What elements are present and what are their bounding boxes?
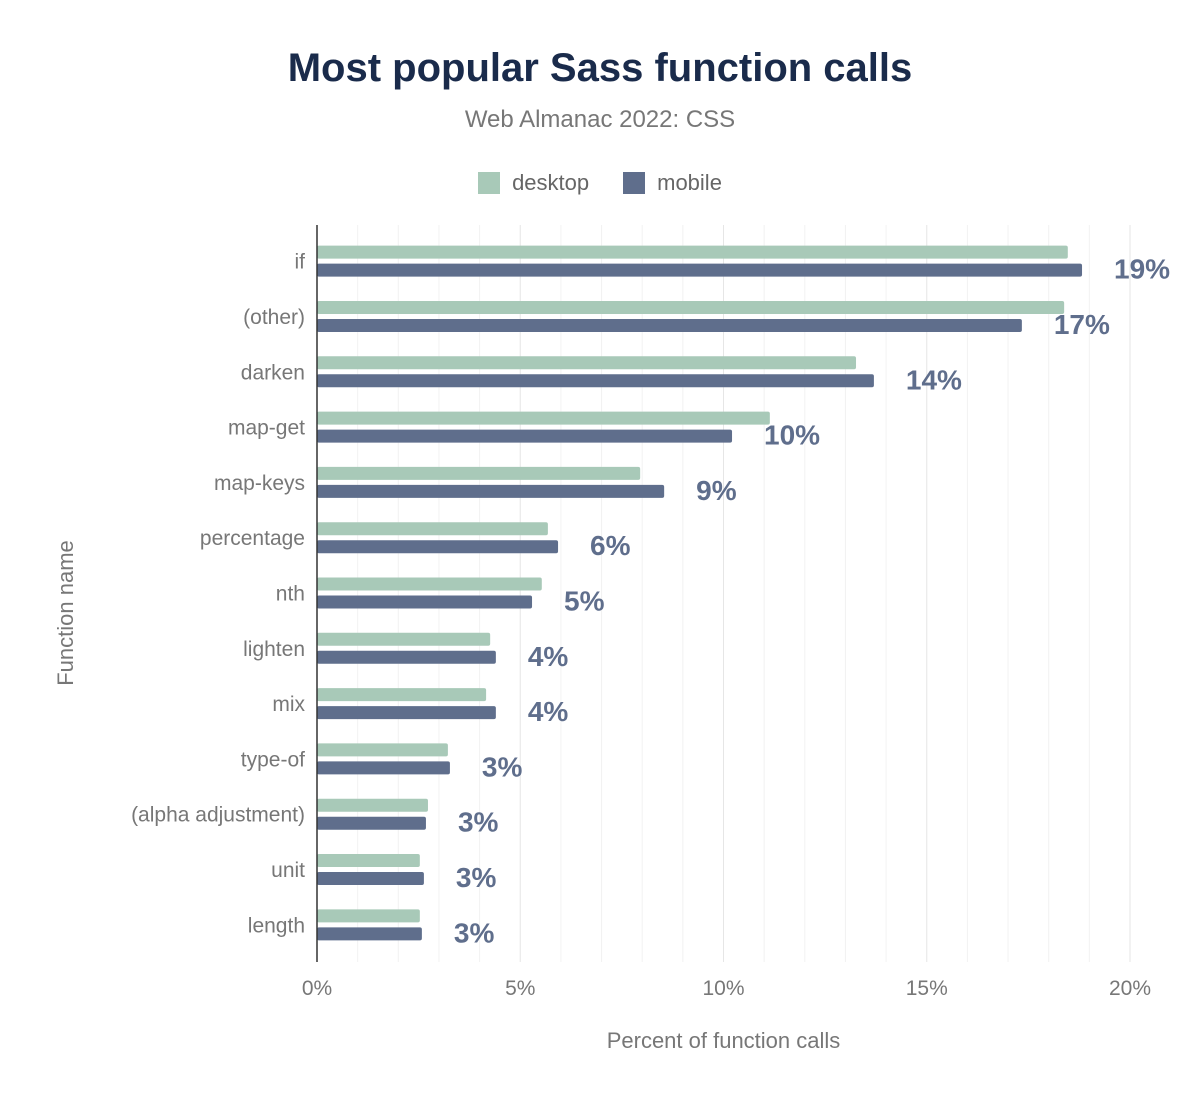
- y-tick-label: unit: [271, 859, 305, 882]
- x-tick-label: 5%: [505, 977, 535, 1000]
- legend-label-desktop: desktop: [512, 170, 590, 195]
- chart-title: Most popular Sass function calls: [287, 46, 913, 90]
- bar-desktop: [317, 688, 487, 702]
- data-label: 3%: [482, 751, 523, 782]
- data-label: 17%: [1054, 309, 1110, 340]
- bar-mobile: [317, 872, 424, 886]
- data-label: 3%: [456, 862, 497, 893]
- bar-desktop: [317, 300, 1065, 314]
- y-tick-label: type-of: [241, 748, 305, 771]
- y-tick-label: (other): [243, 306, 305, 329]
- bar-desktop: [317, 411, 770, 425]
- legend-label-mobile: mobile: [657, 170, 722, 195]
- bar-mobile: [317, 650, 496, 664]
- data-label: 3%: [454, 917, 495, 948]
- x-tick-label: 0%: [302, 977, 332, 1000]
- bar-desktop: [317, 909, 420, 923]
- y-tick-label: map-keys: [214, 472, 305, 495]
- data-label: 4%: [528, 696, 569, 727]
- x-tick-label: 10%: [702, 977, 744, 1000]
- bar-desktop: [317, 743, 448, 757]
- bar-mobile: [317, 484, 665, 498]
- data-label: 19%: [1114, 254, 1170, 285]
- data-label: 9%: [696, 475, 737, 506]
- y-tick-label: (alpha adjustment): [131, 804, 305, 827]
- y-tick-label: darken: [241, 361, 305, 384]
- bar-mobile: [317, 706, 496, 720]
- bar-mobile: [317, 374, 874, 388]
- data-label: 10%: [764, 420, 820, 451]
- y-tick-label: nth: [276, 583, 305, 606]
- x-axis-label: Percent of function calls: [606, 1028, 841, 1053]
- y-tick-label: length: [248, 914, 305, 937]
- legend-swatch-desktop: [478, 172, 501, 194]
- bar-desktop: [317, 522, 548, 536]
- bar-mobile: [317, 761, 450, 775]
- bar-mobile: [317, 816, 426, 830]
- y-tick-label: percentage: [200, 527, 305, 550]
- bar-desktop: [317, 466, 641, 480]
- data-label: 4%: [528, 641, 569, 672]
- bar-desktop: [317, 356, 857, 370]
- bar-mobile: [317, 540, 559, 554]
- y-tick-label: mix: [272, 693, 305, 716]
- bar-desktop: [317, 577, 542, 591]
- y-tick-label: lighten: [243, 638, 305, 661]
- bar-mobile: [317, 318, 1022, 332]
- legend-item-mobile[interactable]: mobile: [623, 170, 722, 196]
- bar-desktop: [317, 854, 420, 868]
- bar-mobile: [317, 263, 1083, 277]
- bar-desktop: [317, 798, 428, 812]
- data-label: 14%: [906, 364, 962, 395]
- bar-mobile: [317, 595, 533, 609]
- legend-item-desktop[interactable]: desktop: [478, 170, 589, 196]
- y-tick-label: map-get: [228, 417, 305, 440]
- x-tick-label: 20%: [1109, 977, 1151, 1000]
- data-label: 6%: [590, 530, 631, 561]
- data-label: 5%: [564, 586, 605, 617]
- bar-desktop: [317, 632, 491, 646]
- y-tick-label: if: [295, 251, 306, 274]
- legend: desktop mobile: [0, 170, 1200, 196]
- bar-mobile: [317, 927, 422, 941]
- x-tick-label: 15%: [906, 977, 948, 1000]
- legend-swatch-mobile: [623, 172, 646, 194]
- chart-subtitle: Web Almanac 2022: CSS: [464, 106, 736, 133]
- bar-desktop: [317, 245, 1068, 259]
- bar-mobile: [317, 429, 733, 443]
- data-label: 3%: [458, 807, 499, 838]
